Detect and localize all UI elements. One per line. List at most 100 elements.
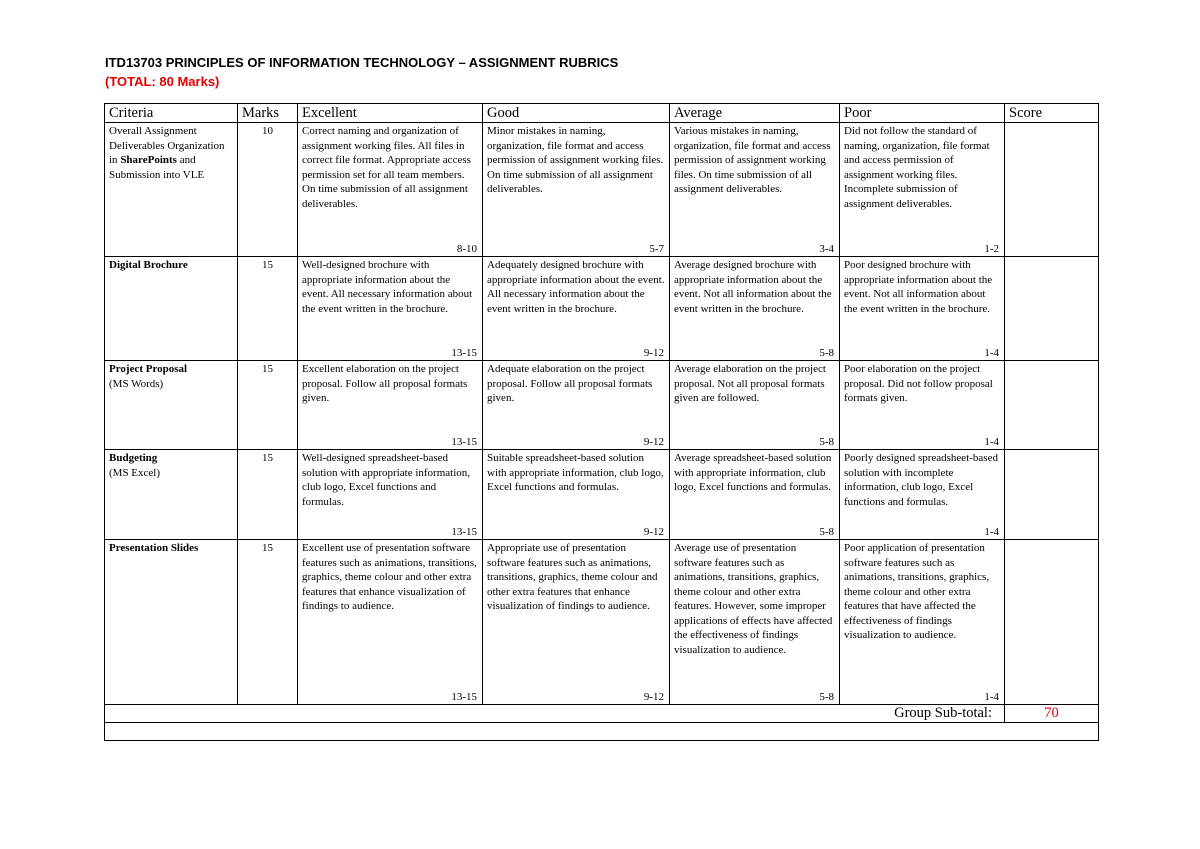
header-marks: Marks [237, 103, 298, 123]
poor-cell: Poor application of presentation softwar… [839, 539, 1005, 705]
score-cell[interactable] [1004, 256, 1099, 361]
descriptor: Excellent use of presentation software f… [302, 542, 477, 612]
descriptor: Suitable spreadsheet-based solution with… [487, 452, 664, 493]
descriptor: Poor designed brochure with appropriate … [844, 259, 993, 315]
criteria-sub: (MS Words) [109, 377, 164, 390]
range: 1-4 [984, 346, 999, 359]
average-cell: Average use of presentation software fea… [669, 539, 840, 705]
poor-cell: Poor elaboration on the project proposal… [839, 360, 1005, 450]
marks-cell: 15 [237, 256, 298, 361]
good-cell: Suitable spreadsheet-based solution with… [482, 449, 670, 540]
criteria-bold: Budgeting [109, 452, 158, 464]
descriptor: Average elaboration on the project propo… [674, 363, 826, 404]
score-cell[interactable] [1004, 122, 1099, 257]
descriptor: Appropriate use of presentation software… [487, 542, 658, 612]
range: 5-8 [819, 346, 834, 359]
range: 5-7 [649, 242, 664, 255]
score-cell[interactable] [1004, 449, 1099, 540]
criteria-cell: Budgeting (MS Excel) [104, 449, 238, 540]
average-cell: Various mistakes in naming, organization… [669, 122, 840, 257]
header-row: Criteria Marks Excellent Good Average Po… [104, 103, 1099, 123]
average-cell: Average designed brochure with appropria… [669, 256, 840, 361]
good-cell: Adequately designed brochure with approp… [482, 256, 670, 361]
criteria-text: Overall Assignment Deliverables Organiza… [109, 125, 225, 166]
range: 9-12 [643, 690, 664, 703]
marks-cell: 10 [237, 122, 298, 257]
empty-cell [104, 722, 1099, 741]
descriptor: Adequate elaboration on the project prop… [487, 363, 653, 404]
header-good: Good [482, 103, 670, 123]
score-cell[interactable] [1004, 360, 1099, 450]
range: 1-2 [984, 242, 999, 255]
subtotal-row: Group Sub-total: 70 [104, 704, 1099, 723]
descriptor: Poor elaboration on the project proposal… [844, 363, 993, 404]
criteria-text: and Submission into VLE [109, 154, 205, 181]
excellent-cell: Correct naming and organization of assig… [297, 122, 483, 257]
descriptor: Various mistakes in naming, organization… [674, 125, 831, 195]
poor-cell: Poor designed brochure with appropriate … [839, 256, 1005, 361]
criteria-bold: Presentation Slides [109, 542, 199, 554]
criteria-bold: Digital Brochure [109, 259, 188, 271]
descriptor: Correct naming and organization of assig… [302, 125, 471, 210]
descriptor: Did not follow the standard of naming, o… [844, 125, 990, 210]
range: 1-4 [984, 690, 999, 703]
excellent-cell: Excellent elaboration on the project pro… [297, 360, 483, 450]
poor-cell: Did not follow the standard of naming, o… [839, 122, 1005, 257]
empty-row [104, 722, 1099, 741]
criteria-bold: SharePoints [120, 154, 177, 166]
descriptor: Excellent elaboration on the project pro… [302, 363, 468, 404]
good-cell: Minor mistakes in naming, organization, … [482, 122, 670, 257]
table-row: Digital Brochure 15 Well-designed brochu… [104, 256, 1099, 361]
criteria-cell: Digital Brochure [104, 256, 238, 361]
descriptor: Average use of presentation software fea… [674, 542, 833, 656]
range: 5-8 [819, 525, 834, 538]
excellent-cell: Well-designed spreadsheet-based solution… [297, 449, 483, 540]
header-average: Average [669, 103, 840, 123]
range: 3-4 [819, 242, 834, 255]
excellent-cell: Excellent use of presentation software f… [297, 539, 483, 705]
range: 1-4 [984, 435, 999, 448]
descriptor: Well-designed spreadsheet-based solution… [302, 452, 471, 508]
table-row: Budgeting (MS Excel) 15 Well-designed spr… [104, 449, 1099, 540]
marks-cell: 15 [237, 539, 298, 705]
poor-cell: Poorly designed spreadsheet-based soluti… [839, 449, 1005, 540]
descriptor: Minor mistakes in naming, organization, … [487, 125, 664, 195]
total-marks: (TOTAL: 80 Marks) [105, 74, 220, 89]
range: 9-12 [643, 346, 664, 359]
criteria-cell: Presentation Slides [104, 539, 238, 705]
average-cell: Average elaboration on the project propo… [669, 360, 840, 450]
range: 13-15 [451, 525, 477, 538]
score-cell[interactable] [1004, 539, 1099, 705]
header-excellent: Excellent [297, 103, 483, 123]
criteria-cell: Overall Assignment Deliverables Organiza… [104, 122, 238, 257]
range: 13-15 [451, 690, 477, 703]
table-row: Overall Assignment Deliverables Organiza… [104, 122, 1099, 257]
range: 5-8 [819, 435, 834, 448]
subtotal-value: 70 [1004, 704, 1099, 723]
range: 9-12 [643, 435, 664, 448]
subtotal-label: Group Sub-total: [104, 704, 1005, 723]
marks-cell: 15 [237, 449, 298, 540]
rubric-table: Criteria Marks Excellent Good Average Po… [104, 103, 1099, 741]
average-cell: Average spreadsheet-based solution with … [669, 449, 840, 540]
header-poor: Poor [839, 103, 1005, 123]
range: 5-8 [819, 690, 834, 703]
excellent-cell: Well-designed brochure with appropriate … [297, 256, 483, 361]
descriptor: Average spreadsheet-based solution with … [674, 452, 832, 493]
marks-cell: 15 [237, 360, 298, 450]
document-title: ITD13703 PRINCIPLES OF INFORMATION TECHN… [105, 55, 619, 70]
criteria-bold: Project Proposal [109, 363, 188, 375]
header-score: Score [1004, 103, 1099, 123]
table-row: Presentation Slides 15 Excellent use of … [104, 539, 1099, 705]
criteria-sub: (MS Excel) [109, 466, 161, 479]
good-cell: Appropriate use of presentation software… [482, 539, 670, 705]
descriptor: Poor application of presentation softwar… [844, 542, 990, 641]
descriptor: Adequately designed brochure with approp… [487, 259, 665, 315]
range: 9-12 [643, 525, 664, 538]
criteria-cell: Project Proposal (MS Words) [104, 360, 238, 450]
descriptor: Well-designed brochure with appropriate … [302, 259, 473, 315]
range: 13-15 [451, 346, 477, 359]
descriptor: Poorly designed spreadsheet-based soluti… [844, 452, 998, 508]
table-row: Project Proposal (MS Words) 15 Excellent … [104, 360, 1099, 450]
range: 13-15 [451, 435, 477, 448]
